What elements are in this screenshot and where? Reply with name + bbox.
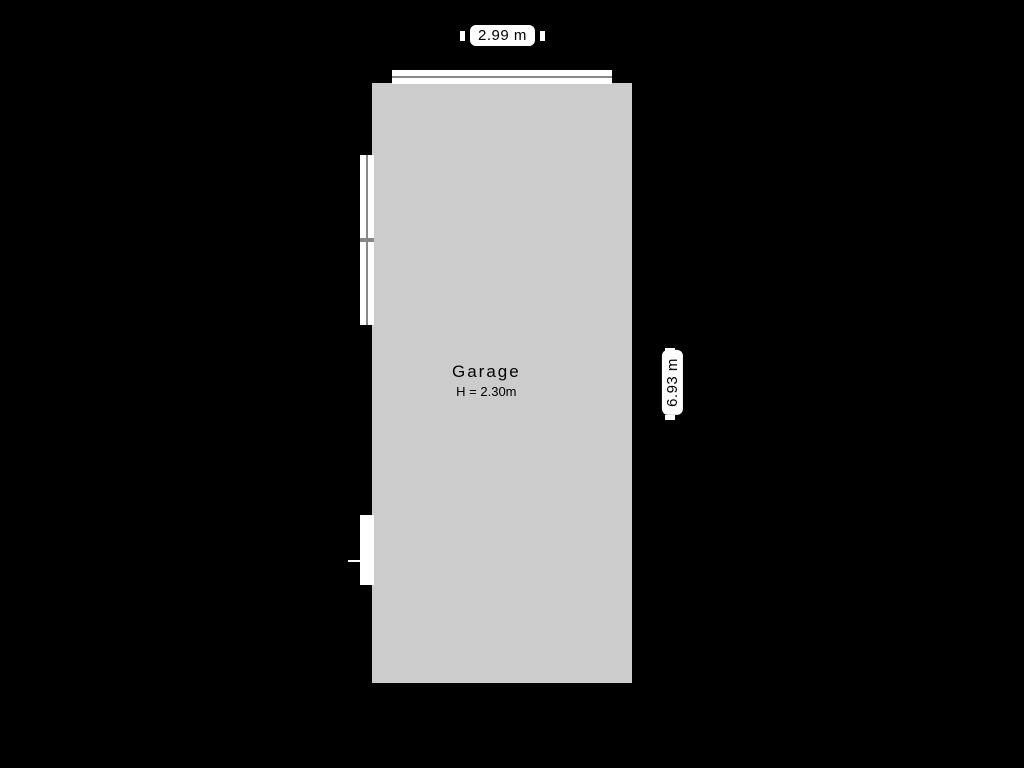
garage-name: Garage [452, 362, 521, 382]
window-left [360, 155, 374, 325]
dim-top-tick-left [460, 31, 465, 41]
wall-bottom [362, 683, 642, 693]
door-handle-tick [348, 560, 374, 562]
door-left [360, 515, 374, 585]
dim-right-tick-top [665, 348, 675, 353]
dim-right-tick-bottom [665, 415, 675, 420]
dim-top-tick-right [540, 31, 545, 41]
dimension-width-label: 2.99 m [470, 25, 535, 46]
garage-door-top [392, 70, 612, 84]
garage-label: Garage H = 2.30m [452, 362, 521, 399]
wall-right [632, 73, 642, 693]
dimension-height-label: 6.93 m [662, 350, 683, 415]
floorplan-canvas: Garage H = 2.30m 2.99 m 6.93 m [0, 0, 1024, 768]
garage-height: H = 2.30m [452, 384, 521, 399]
